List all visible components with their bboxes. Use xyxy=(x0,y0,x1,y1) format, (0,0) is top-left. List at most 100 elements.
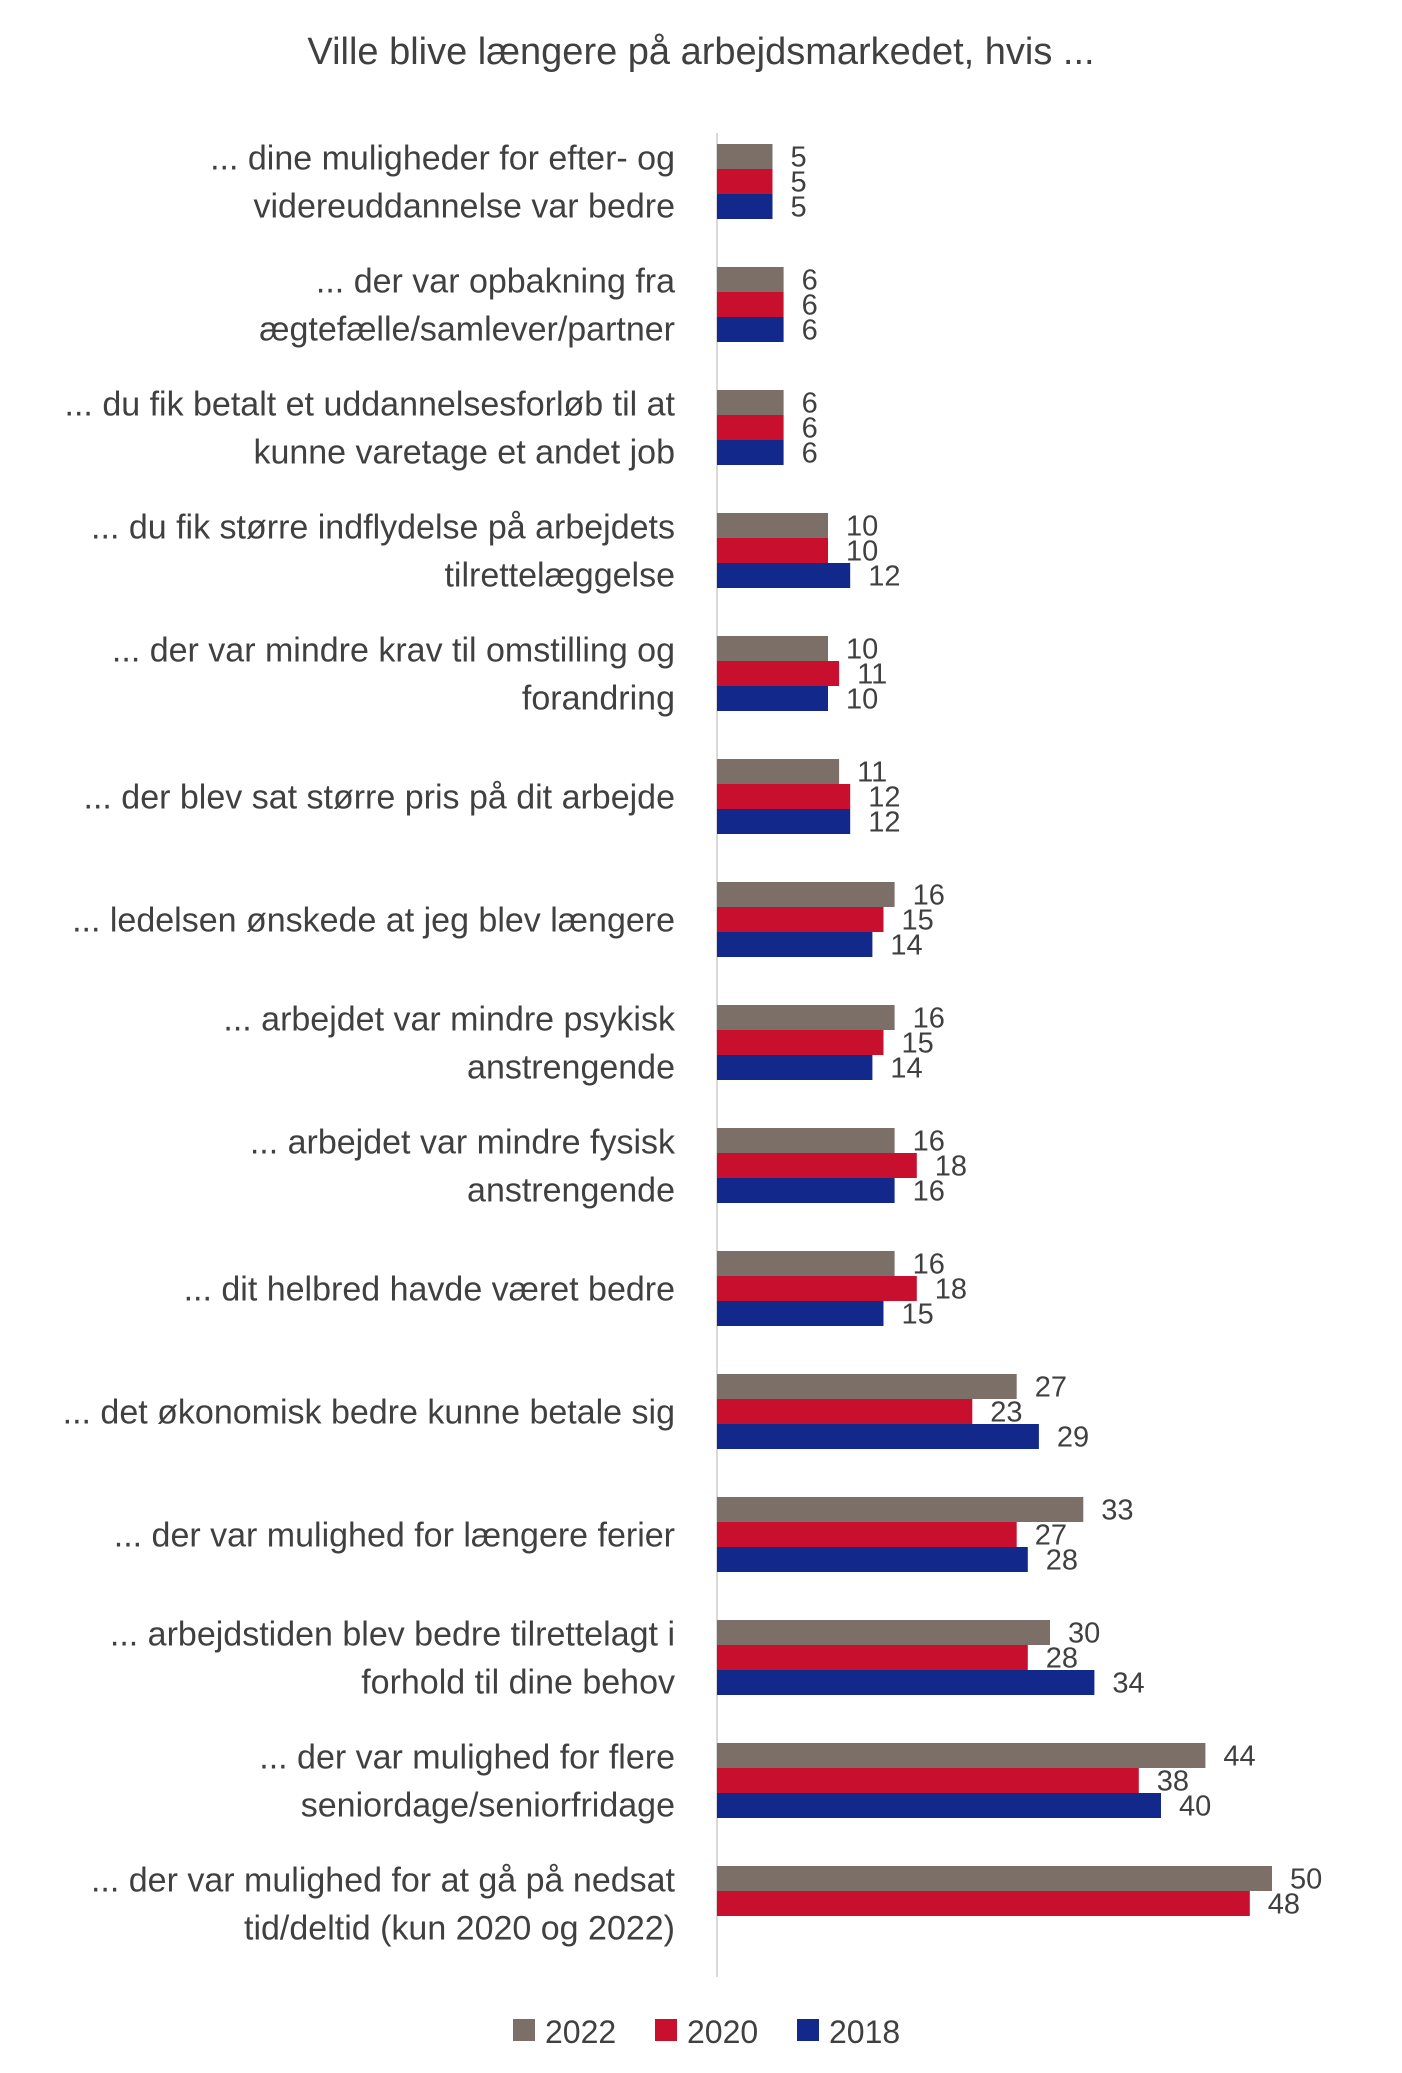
category-label: kunne varetage et andet job xyxy=(253,434,675,472)
bar-2022 xyxy=(717,1251,895,1276)
bar-2022 xyxy=(717,1620,1050,1645)
category-label: videreuddannelse var bedre xyxy=(253,188,675,226)
legend-label-2020: 2020 xyxy=(687,2014,758,2050)
data-label-2018: 14 xyxy=(890,930,922,962)
bar-2018 xyxy=(717,563,851,588)
bar-2018 xyxy=(717,686,828,711)
category-label: ... ledelsen ønskede at jeg blev længere xyxy=(72,902,675,940)
data-label-2020: 5 xyxy=(791,167,807,199)
category-label: ... dine muligheder for efter- og xyxy=(210,140,675,178)
bars xyxy=(717,144,1272,1916)
bar-2020 xyxy=(717,415,784,440)
data-label-2020: 6 xyxy=(802,290,818,322)
bar-2018 xyxy=(717,194,773,219)
data-label-2022: 16 xyxy=(913,880,945,912)
data-label-2020: 10 xyxy=(846,536,878,568)
bar-2020 xyxy=(717,1030,884,1055)
bar-2018 xyxy=(717,317,784,342)
data-label-2018: 34 xyxy=(1112,1668,1144,1700)
category-label: tid/deltid (kun 2020 og 2022) xyxy=(244,1910,675,1948)
category-label: ... arbejdet var mindre psykisk xyxy=(223,1001,676,1039)
bar-2020 xyxy=(717,1522,1017,1547)
bar-2018 xyxy=(717,1055,873,1080)
category-label: tilrettelæggelse xyxy=(444,557,675,595)
bar-2022 xyxy=(717,882,895,907)
bar-2022 xyxy=(717,390,784,415)
data-label-2020: 6 xyxy=(802,413,818,445)
legend-label-2018: 2018 xyxy=(829,2014,900,2050)
category-label: ... du fik betalt et uddannelsesforløb t… xyxy=(65,386,676,424)
data-label-2020: 48 xyxy=(1268,1889,1300,1921)
bar-2020 xyxy=(717,1276,917,1301)
category-label: ... det økonomisk bedre kunne betale sig xyxy=(63,1394,675,1432)
legend-swatch-2018 xyxy=(797,2019,819,2041)
bar-2018 xyxy=(717,809,851,834)
bar-2020 xyxy=(717,661,840,686)
data-label-2022: 50 xyxy=(1290,1864,1322,1896)
data-label-2022: 16 xyxy=(913,1003,945,1035)
legend-swatch-2020 xyxy=(655,2019,677,2041)
data-label-2020: 27 xyxy=(1035,1520,1067,1552)
data-label-2020: 18 xyxy=(935,1151,967,1183)
bar-2022 xyxy=(717,1866,1272,1891)
data-label-2020: 15 xyxy=(902,1028,934,1060)
bar-2018 xyxy=(717,1670,1095,1695)
category-label: ... arbejdet var mindre fysisk xyxy=(250,1124,676,1162)
category-label: ... der var mindre krav til omstilling o… xyxy=(112,632,675,670)
data-label-2022: 27 xyxy=(1035,1372,1067,1404)
bar-2020 xyxy=(717,1891,1250,1916)
bar-2018 xyxy=(717,440,784,465)
bar-2022 xyxy=(717,144,773,169)
category-label: ... der blev sat større pris på dit arbe… xyxy=(84,779,675,817)
legend: 2022 2020 2018 xyxy=(513,2014,900,2050)
data-label-2022: 11 xyxy=(857,757,887,789)
data-label-2020: 38 xyxy=(1157,1766,1189,1798)
bar-2022 xyxy=(717,513,828,538)
data-label-2018: 12 xyxy=(868,561,900,593)
category-label: ... der var opbakning fra xyxy=(316,263,675,301)
bar-2018 xyxy=(717,1301,884,1326)
category-label: ... arbejdstiden blev bedre tilrettelagt… xyxy=(110,1616,675,1654)
category-label: ... du fik større indflydelse på arbejde… xyxy=(91,509,675,547)
data-labels: 5556666661010121011101112121615141615141… xyxy=(791,142,1323,1921)
bar-2020 xyxy=(717,538,828,563)
data-label-2018: 14 xyxy=(890,1053,922,1085)
bar-2022 xyxy=(717,267,784,292)
bar-2018 xyxy=(717,1424,1039,1449)
legend-label-2022: 2022 xyxy=(545,2014,616,2050)
bar-2022 xyxy=(717,1497,1084,1522)
data-label-2018: 15 xyxy=(902,1299,934,1331)
data-label-2022: 5 xyxy=(791,142,807,174)
data-label-2018: 16 xyxy=(913,1176,945,1208)
category-label: ... dit helbred havde været bedre xyxy=(184,1271,675,1309)
data-label-2018: 5 xyxy=(791,192,807,224)
bar-2018 xyxy=(717,1547,1028,1572)
data-label-2018: 12 xyxy=(868,807,900,839)
data-label-2020: 15 xyxy=(902,905,934,937)
data-label-2022: 16 xyxy=(913,1126,945,1158)
category-label: ægtefælle/samlever/partner xyxy=(259,311,675,349)
bar-2018 xyxy=(717,1178,895,1203)
data-label-2022: 44 xyxy=(1223,1741,1255,1773)
bar-2020 xyxy=(717,1399,973,1424)
data-label-2020: 12 xyxy=(868,782,900,814)
category-label: ... der var mulighed for flere xyxy=(259,1739,675,1777)
bar-2022 xyxy=(717,1374,1017,1399)
bar-2022 xyxy=(717,759,840,784)
data-label-2022: 6 xyxy=(802,388,818,420)
bar-2020 xyxy=(717,784,851,809)
category-label: ... der var mulighed for at gå på nedsat xyxy=(91,1862,676,1900)
category-label: anstrengende xyxy=(467,1172,675,1210)
data-label-2018: 28 xyxy=(1046,1545,1078,1577)
data-label-2022: 16 xyxy=(913,1249,945,1281)
data-label-2020: 18 xyxy=(935,1274,967,1306)
bar-2022 xyxy=(717,1128,895,1153)
data-label-2018: 6 xyxy=(802,315,818,347)
data-label-2022: 33 xyxy=(1101,1495,1133,1527)
bar-2022 xyxy=(717,1743,1206,1768)
data-label-2022: 30 xyxy=(1068,1618,1100,1650)
data-label-2020: 11 xyxy=(857,659,887,691)
bar-2020 xyxy=(717,1768,1139,1793)
bar-2018 xyxy=(717,1793,1161,1818)
